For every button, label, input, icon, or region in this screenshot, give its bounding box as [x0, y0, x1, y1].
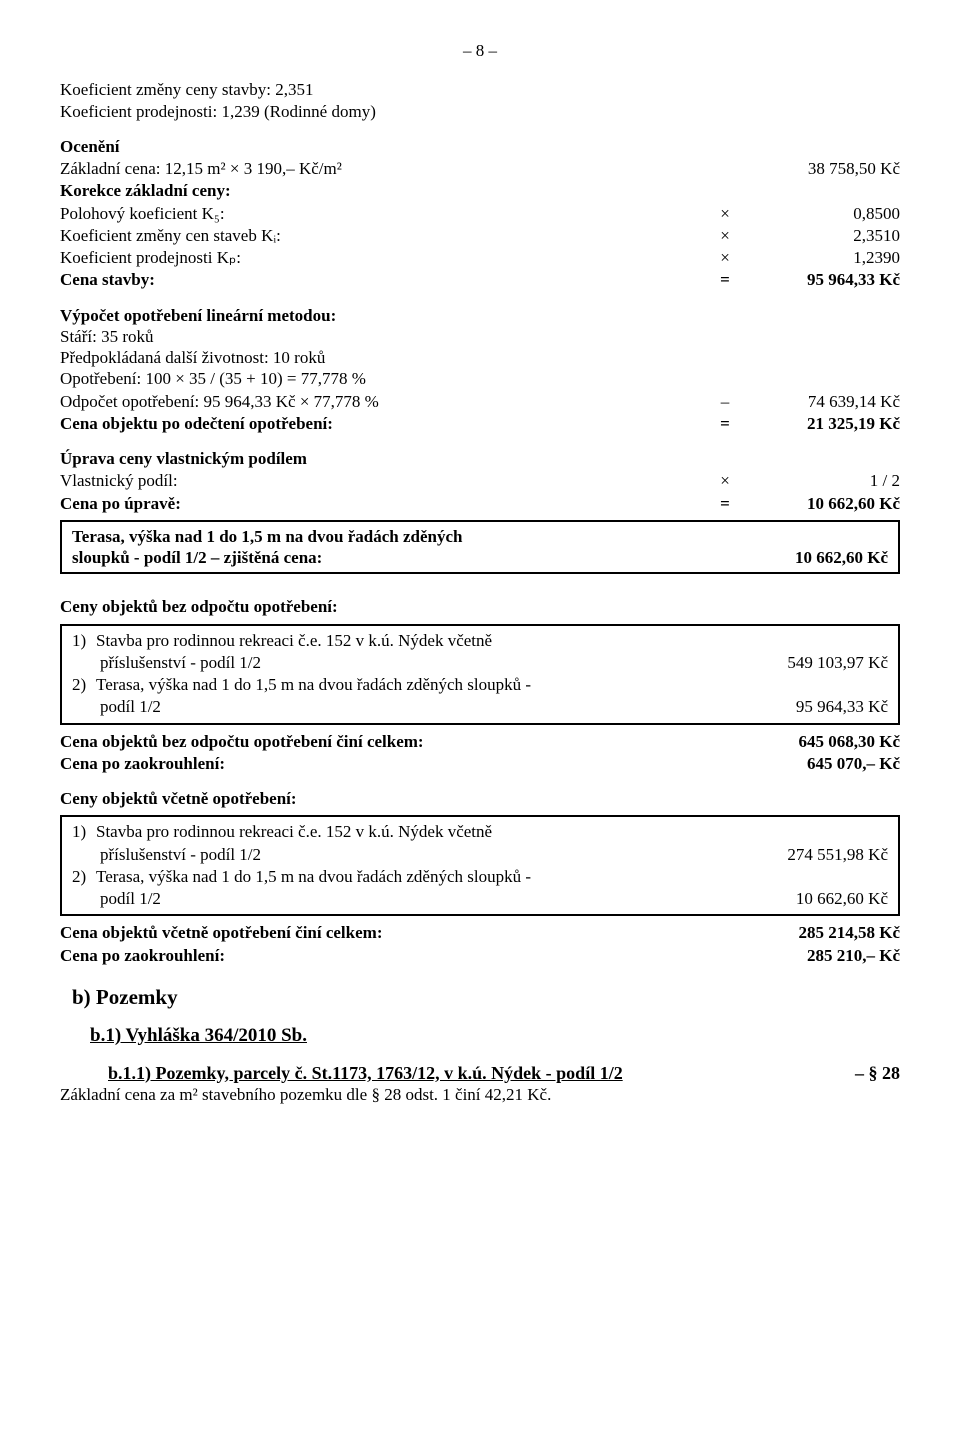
kp-label: Koeficient prodejnosti Kₚ:: [60, 247, 710, 268]
cena-obj-label: Cena objektu po odečtení opotřebení:: [60, 413, 710, 434]
cena-bez-celkem-label: Cena objektů bez odpočtu opotřebení činí…: [60, 731, 740, 752]
vc-item1-label2: příslušenství - podíl 1/2: [72, 844, 728, 865]
bez-item1-label: Stavba pro rodinnou rekreaci č.e. 152 v …: [96, 631, 492, 650]
odpocet-op: –: [710, 391, 740, 412]
vlast-op: ×: [710, 470, 740, 491]
box-vc: 1)Stavba pro rodinnou rekreaci č.e. 152 …: [60, 815, 900, 916]
page-number: – 8 –: [60, 40, 900, 61]
bez-item2-value: 95 964,33 Kč: [728, 696, 888, 717]
korekce-label: Korekce základní ceny:: [60, 180, 900, 201]
vc-item1-num: 1): [72, 821, 96, 842]
odpocet-row: Odpočet opotřebení: 95 964,33 Kč × 77,77…: [60, 391, 900, 412]
vc-item1-value: 274 551,98 Kč: [728, 844, 888, 865]
koeficient-zmena: Koeficient změny ceny stavby: 2,351: [60, 79, 900, 100]
cena-bez-zaokr-label: Cena po zaokrouhlení:: [60, 753, 740, 774]
vlast-label: Vlastnický podíl:: [60, 470, 710, 491]
oceneni-title: Ocenění: [60, 136, 900, 157]
vc-item1-label: Stavba pro rodinnou rekreaci č.e. 152 v …: [96, 822, 492, 841]
heading-b11-right: – § 28: [855, 1062, 900, 1085]
bez-item2-num: 2): [72, 674, 96, 695]
cena-stavby-label: Cena stavby:: [60, 269, 710, 290]
predpoklad: Předpokládaná další životnost: 10 roků: [60, 347, 900, 368]
vc-item2-label: Terasa, výška nad 1 do 1,5 m na dvou řad…: [96, 867, 531, 886]
ceny-vc-title: Ceny objektů včetně opotřebení:: [60, 788, 900, 809]
uprava-title: Úprava ceny vlastnickým podílem: [60, 448, 900, 469]
k5-value: 0,8500: [740, 203, 900, 224]
bez-item2-label2: podíl 1/2: [72, 696, 728, 717]
cena-bez-zaokr-value: 645 070,– Kč: [740, 753, 900, 774]
kp-op: ×: [710, 247, 740, 268]
koeficient-prodej: Koeficient prodejnosti: 1,239 (Rodinné d…: [60, 101, 900, 122]
cena-stavby-value: 95 964,33 Kč: [740, 269, 900, 290]
zakladni-stav: Základní cena za m² stavebního pozemku d…: [60, 1084, 900, 1105]
k5-label: Polohový koeficient K₅:: [60, 203, 710, 224]
vlast-value: 1 / 2: [740, 470, 900, 491]
box-bez: 1)Stavba pro rodinnou rekreaci č.e. 152 …: [60, 624, 900, 725]
heading-b1: b.1) Vyhláška 364/2010 Sb.: [90, 1024, 900, 1048]
box-terasa: Terasa, výška nad 1 do 1,5 m na dvou řad…: [60, 520, 900, 575]
zakladni-cena-label: Základní cena: 12,15 m² × 3 190,– Kč/m²: [60, 158, 710, 179]
vc-item1: 1)Stavba pro rodinnou rekreaci č.e. 152 …: [72, 821, 888, 842]
box1-value: 10 662,60 Kč: [795, 547, 888, 568]
vc-item2-value: 10 662,60 Kč: [728, 888, 888, 909]
cena-bez-zaokr-row: Cena po zaokrouhlení: 645 070,– Kč: [60, 753, 900, 774]
bez-item1: 1)Stavba pro rodinnou rekreaci č.e. 152 …: [72, 630, 888, 651]
kp-row: Koeficient prodejnosti Kₚ: × 1,2390: [60, 247, 900, 268]
k5-op: ×: [710, 203, 740, 224]
cena-po-row: Cena po úpravě: = 10 662,60 Kč: [60, 493, 900, 514]
ki-row: Koeficient změny cen staveb Kᵢ: × 2,3510: [60, 225, 900, 246]
cena-obj-row: Cena objektu po odečtení opotřebení: = 2…: [60, 413, 900, 434]
cena-bez-celkem-row: Cena objektů bez odpočtu opotřebení činí…: [60, 731, 900, 752]
ki-label: Koeficient změny cen staveb Kᵢ:: [60, 225, 710, 246]
kp-value: 1,2390: [740, 247, 900, 268]
cena-vc-celkem-value: 285 214,58 Kč: [740, 922, 900, 943]
ki-op: ×: [710, 225, 740, 246]
vc-item2: 2)Terasa, výška nad 1 do 1,5 m na dvou ř…: [72, 866, 888, 887]
cena-vc-celkem-row: Cena objektů včetně opotřebení činí celk…: [60, 922, 900, 943]
vc-item2-num: 2): [72, 866, 96, 887]
vc-item2-label2: podíl 1/2: [72, 888, 728, 909]
bez-item2: 2)Terasa, výška nad 1 do 1,5 m na dvou ř…: [72, 674, 888, 695]
cena-vc-zaokr-value: 285 210,– Kč: [740, 945, 900, 966]
heading-b11-row: b.1.1) Pozemky, parcely č. St.1173, 1763…: [60, 1062, 900, 1085]
ceny-bez-title: Ceny objektů bez odpočtu opotřebení:: [60, 596, 900, 617]
opotrebeni: Opotřebení: 100 × 35 / (35 + 10) = 77,77…: [60, 368, 900, 389]
heading-b: b) Pozemky: [72, 984, 900, 1010]
cena-po-label: Cena po úpravě:: [60, 493, 710, 514]
ki-value: 2,3510: [740, 225, 900, 246]
vlast-row: Vlastnický podíl: × 1 / 2: [60, 470, 900, 491]
odpocet-label: Odpočet opotřebení: 95 964,33 Kč × 77,77…: [60, 391, 710, 412]
bez-item2-label: Terasa, výška nad 1 do 1,5 m na dvou řad…: [96, 675, 531, 694]
bez-item1-value: 549 103,97 Kč: [728, 652, 888, 673]
heading-b11: b.1.1) Pozemky, parcely č. St.1173, 1763…: [108, 1062, 623, 1085]
vypocet-title: Výpočet opotřebení lineární metodou:: [60, 305, 900, 326]
cena-vc-zaokr-label: Cena po zaokrouhlení:: [60, 945, 740, 966]
cena-stavby-op: =: [710, 269, 740, 290]
cena-vc-zaokr-row: Cena po zaokrouhlení: 285 210,– Kč: [60, 945, 900, 966]
zakladni-cena-value: 38 758,50 Kč: [740, 158, 900, 179]
box1-line1: Terasa, výška nad 1 do 1,5 m na dvou řad…: [72, 526, 795, 547]
cena-po-value: 10 662,60 Kč: [740, 493, 900, 514]
bez-item1-num: 1): [72, 630, 96, 651]
zakladni-cena-row: Základní cena: 12,15 m² × 3 190,– Kč/m² …: [60, 158, 900, 179]
cena-obj-op: =: [710, 413, 740, 434]
cena-vc-celkem-label: Cena objektů včetně opotřebení činí celk…: [60, 922, 740, 943]
box1-line2: sloupků - podíl 1/2 – zjištěná cena:: [72, 547, 795, 568]
bez-item1-label2: příslušenství - podíl 1/2: [72, 652, 728, 673]
odpocet-value: 74 639,14 Kč: [740, 391, 900, 412]
cena-obj-value: 21 325,19 Kč: [740, 413, 900, 434]
cena-bez-celkem-value: 645 068,30 Kč: [740, 731, 900, 752]
k5-row: Polohový koeficient K₅: × 0,8500: [60, 203, 900, 224]
cena-po-op: =: [710, 493, 740, 514]
cena-stavby-row: Cena stavby: = 95 964,33 Kč: [60, 269, 900, 290]
stari: Stáří: 35 roků: [60, 326, 900, 347]
